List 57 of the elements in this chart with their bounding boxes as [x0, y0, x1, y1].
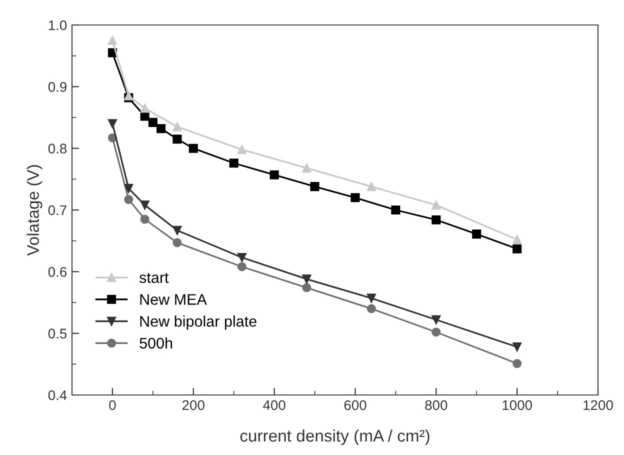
point: [124, 184, 134, 193]
y-tick-label: 0.9: [48, 82, 66, 92]
x-tick-label: 400: [263, 400, 286, 410]
point: [432, 315, 441, 324]
point: [108, 36, 117, 45]
x-tick-label: 800: [425, 400, 448, 410]
point: [140, 214, 150, 224]
legend-label: start: [139, 272, 169, 283]
x-tick-label: 0: [109, 400, 116, 410]
point: [512, 235, 522, 244]
x-tick-label: 600: [344, 400, 366, 410]
point: [237, 262, 246, 272]
point: [512, 342, 522, 352]
point: [512, 244, 522, 254]
x-tick-label: 1000: [502, 400, 532, 410]
point: [432, 215, 441, 224]
point: [140, 200, 150, 210]
point: [350, 193, 360, 202]
y-tick-label: 0.7: [48, 205, 66, 216]
point: [188, 144, 198, 153]
legend-label: New MEA: [140, 294, 207, 305]
y-tick-label: 0.5: [48, 328, 67, 339]
point: [432, 200, 441, 210]
x-tick-label: 200: [182, 400, 204, 410]
y-tick-label: 0.4: [48, 390, 67, 400]
point: [366, 304, 376, 314]
point: [140, 104, 150, 113]
point: [148, 118, 158, 127]
point: [512, 359, 522, 368]
point: [229, 158, 238, 168]
point: [124, 195, 134, 204]
point: [237, 145, 246, 154]
point: [302, 274, 312, 284]
y-tick-label: 1.0: [48, 20, 67, 30]
point: [172, 238, 182, 248]
point: [472, 230, 482, 239]
point: [172, 122, 182, 132]
point: [156, 124, 166, 134]
point: [172, 226, 182, 235]
point: [302, 164, 312, 173]
legend-label: New bipolar plate: [140, 316, 256, 330]
point: [237, 252, 246, 262]
y-axis-title: Volatage (V): [26, 165, 42, 256]
y-tick-label: 0.8: [48, 144, 67, 154]
point: [391, 205, 400, 215]
point: [310, 182, 320, 192]
y-tick-label: 0.6: [48, 267, 67, 277]
point: [366, 182, 376, 192]
point: [432, 328, 441, 337]
legend-label: 500h: [140, 337, 172, 349]
x-tick-label: 1200: [584, 400, 613, 410]
point: [366, 294, 376, 303]
point: [302, 283, 312, 292]
point: [270, 170, 279, 180]
point: [172, 134, 182, 144]
x-axis-title: current density (mA / cm²): [240, 429, 430, 446]
point: [108, 119, 117, 128]
